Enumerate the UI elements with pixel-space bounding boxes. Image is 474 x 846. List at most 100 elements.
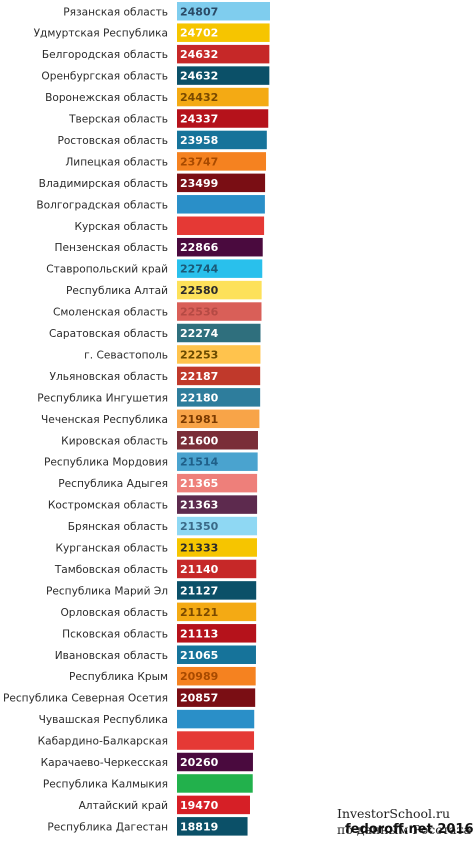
category-label: Курганская область bbox=[56, 543, 168, 555]
value-label: 24432 bbox=[180, 91, 218, 104]
watermark-source-line2: по данным Росстата bbox=[337, 822, 471, 837]
category-label: Тамбовская область bbox=[54, 564, 168, 576]
value-label: 22274 bbox=[180, 327, 219, 340]
value-label: 24632 bbox=[180, 70, 218, 83]
category-label: Республика Калмыкия bbox=[43, 778, 168, 790]
value-label: 21113 bbox=[180, 627, 218, 640]
value-label: 18819 bbox=[180, 820, 218, 833]
value-label: 21981 bbox=[180, 413, 218, 426]
category-label: Пензенская область bbox=[55, 242, 168, 254]
category-label: Курская область bbox=[75, 221, 169, 233]
value-label: 21333 bbox=[180, 542, 218, 555]
category-label: Воронежская область bbox=[45, 92, 168, 104]
category-label: Липецкая область bbox=[65, 156, 168, 168]
value-label: 21514 bbox=[180, 456, 219, 469]
value-label: 24807 bbox=[180, 5, 218, 18]
watermark-source: InvestorSchool.ru bbox=[337, 806, 451, 821]
bar bbox=[177, 23, 270, 42]
bar bbox=[177, 280, 262, 300]
bar bbox=[177, 2, 270, 21]
category-label: Тверская область bbox=[68, 114, 168, 126]
bar bbox=[177, 388, 261, 407]
value-label: 24337 bbox=[180, 113, 218, 126]
value-label: 22187 bbox=[180, 370, 218, 383]
value-label: 21363 bbox=[180, 499, 218, 512]
category-label: Республика Алтай bbox=[66, 285, 168, 297]
bar bbox=[177, 516, 258, 536]
bar bbox=[177, 237, 263, 257]
category-label: Ивановская область bbox=[55, 650, 168, 662]
bar bbox=[177, 409, 260, 429]
value-label: 21127 bbox=[180, 584, 218, 597]
category-label: Алтайский край bbox=[79, 800, 168, 812]
bar bbox=[177, 795, 250, 815]
value-label: 21365 bbox=[180, 477, 218, 490]
bar bbox=[177, 495, 258, 514]
value-label: 20989 bbox=[180, 670, 218, 683]
category-label: Кабардино-Балкарская bbox=[38, 736, 168, 748]
bar bbox=[177, 366, 261, 386]
value-label: 19470 bbox=[180, 799, 219, 812]
category-label: Саратовская область bbox=[49, 328, 168, 340]
category-label: Оренбургская область bbox=[41, 71, 168, 83]
bar bbox=[177, 473, 258, 493]
category-label: Владимирская область bbox=[39, 178, 168, 190]
value-label: 22536 bbox=[180, 306, 219, 319]
bar bbox=[177, 302, 262, 321]
bar bbox=[177, 666, 256, 686]
value-label: 23499 bbox=[180, 177, 218, 190]
bar bbox=[177, 431, 258, 450]
value-label: 21065 bbox=[180, 649, 218, 662]
value-label: 22180 bbox=[180, 391, 219, 404]
bar bbox=[177, 774, 253, 793]
category-label: Белгородская область bbox=[42, 49, 168, 61]
category-label: Чеченская Республика bbox=[41, 414, 168, 426]
category-label: Ростовская область bbox=[57, 135, 168, 147]
bar bbox=[177, 688, 256, 707]
bar bbox=[177, 66, 270, 85]
bar bbox=[177, 216, 265, 235]
bar bbox=[177, 130, 267, 150]
category-label: Смоленская область bbox=[53, 307, 168, 319]
category-label: Рязанская область bbox=[63, 6, 168, 18]
value-label: 22744 bbox=[180, 263, 219, 276]
value-label: 23747 bbox=[180, 155, 218, 168]
category-label: Республика Мордовия bbox=[44, 457, 168, 469]
bar bbox=[177, 345, 261, 364]
category-label: Чувашская Республика bbox=[39, 714, 168, 726]
bar bbox=[177, 87, 269, 107]
category-label: г. Севастополь bbox=[84, 349, 168, 361]
value-label: 22253 bbox=[180, 348, 218, 361]
bar bbox=[177, 173, 266, 193]
value-label: 22580 bbox=[180, 284, 219, 297]
value-label: 21140 bbox=[180, 563, 219, 576]
bar bbox=[177, 44, 270, 64]
category-label: Республика Крым bbox=[69, 671, 168, 683]
bar bbox=[177, 709, 255, 729]
bar bbox=[177, 195, 265, 214]
category-label: Орловская область bbox=[60, 607, 168, 619]
bar bbox=[177, 645, 256, 664]
value-label: 21600 bbox=[180, 434, 219, 447]
bar bbox=[177, 731, 255, 750]
value-label: 20857 bbox=[180, 692, 218, 705]
category-label: Республика Марий Эл bbox=[46, 585, 168, 597]
value-label: 20260 bbox=[180, 756, 219, 769]
value-label: 21121 bbox=[180, 606, 218, 619]
category-label: Волгоградская область bbox=[36, 199, 168, 211]
category-label: Республика Дагестан bbox=[47, 821, 168, 833]
bar bbox=[177, 817, 248, 836]
bar bbox=[177, 109, 269, 128]
bar bbox=[177, 624, 257, 643]
category-label: Костромская область bbox=[48, 500, 168, 512]
category-label: Кировская область bbox=[61, 435, 168, 447]
category-label: Республика Ингушетия bbox=[37, 392, 168, 404]
bar bbox=[177, 452, 258, 471]
category-label: Ульяновская область bbox=[50, 371, 168, 383]
watermark-credit: fedoroff.net 2016 bbox=[345, 822, 474, 837]
bar bbox=[177, 323, 261, 343]
bar bbox=[177, 581, 257, 600]
value-label: 22866 bbox=[180, 241, 219, 254]
category-label: Удмуртская Республика bbox=[34, 28, 168, 40]
